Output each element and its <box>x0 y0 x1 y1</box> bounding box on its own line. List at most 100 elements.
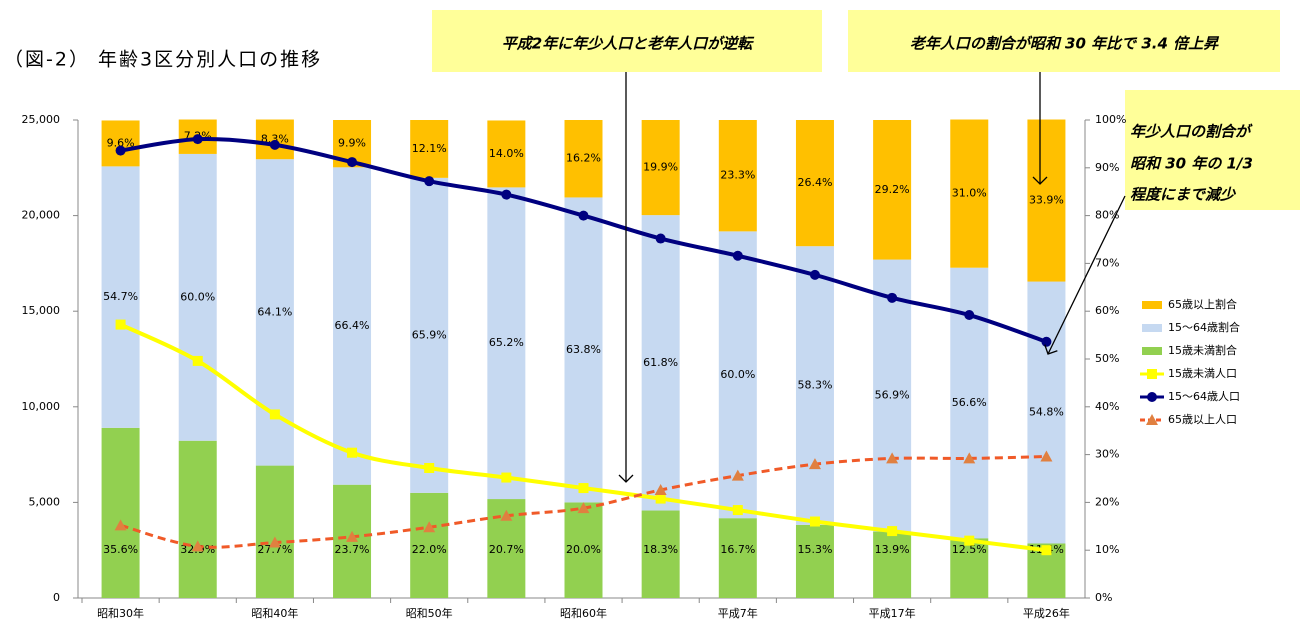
annotation-box <box>432 10 822 72</box>
bar-segment <box>410 492 449 598</box>
line-marker <box>964 310 975 321</box>
legend-swatch <box>1142 324 1162 332</box>
bar-segment <box>1027 281 1066 544</box>
data-label: 19.9% <box>643 161 678 174</box>
y-tick-label: 25,000 <box>22 113 61 126</box>
y-tick-label: 0 <box>53 591 60 604</box>
line-marker <box>500 509 513 521</box>
data-label: 26.4% <box>797 176 832 189</box>
bar-segment <box>487 187 526 500</box>
bar-segment <box>255 119 294 160</box>
legend-marker <box>1147 369 1157 379</box>
data-label: 12.5% <box>952 543 987 556</box>
x-tick-label: 平成7年 <box>718 606 758 620</box>
data-label: 60.0% <box>180 290 215 303</box>
data-label: 23.3% <box>720 169 755 182</box>
data-label: 58.3% <box>797 379 832 392</box>
line-marker <box>655 493 666 504</box>
line-marker <box>424 462 435 473</box>
legend-label: 65歳以上割合 <box>1168 297 1237 311</box>
bar-segment <box>487 120 526 188</box>
data-label: 35.6% <box>103 543 138 556</box>
line-marker <box>192 355 203 366</box>
bar-segment <box>795 246 834 525</box>
line-marker <box>347 447 358 458</box>
bar-segment <box>950 538 989 598</box>
data-label: 56.6% <box>952 396 987 409</box>
y2-tick-label: 100% <box>1095 113 1126 126</box>
line-marker <box>732 250 743 261</box>
annotation: 年少人口の割合が <box>1130 123 1253 141</box>
line-marker <box>269 409 280 420</box>
y-tick-label: 5,000 <box>29 495 61 508</box>
bar-segment <box>873 531 912 598</box>
line-marker <box>1041 545 1052 556</box>
data-label: 20.7% <box>489 543 524 556</box>
data-label: 14.0% <box>489 147 524 160</box>
data-label: 13.9% <box>875 543 910 556</box>
annotation: 昭和 30 年の 1/3 <box>1130 155 1253 173</box>
data-label: 54.8% <box>1029 406 1064 419</box>
data-label: 16.2% <box>566 152 601 165</box>
chart-title: （図-2） 年齢3区分別人口の推移 <box>4 49 322 71</box>
y-tick-label: 20,000 <box>22 209 61 222</box>
y2-tick-label: 40% <box>1095 400 1119 413</box>
data-label: 12.1% <box>412 142 447 155</box>
line-marker <box>115 145 126 156</box>
bar-segment <box>795 120 834 247</box>
bar-segment <box>641 120 680 216</box>
y-tick-label: 10,000 <box>22 400 61 413</box>
line-marker <box>887 292 898 303</box>
legend-marker <box>1146 414 1158 425</box>
line-marker <box>887 526 898 537</box>
line-marker <box>347 157 358 168</box>
line-marker <box>809 516 820 527</box>
bar-segment <box>718 120 757 232</box>
line-marker <box>191 540 204 552</box>
line-marker <box>501 472 512 483</box>
data-label: 63.8% <box>566 343 601 356</box>
arrow <box>1044 195 1126 355</box>
data-label: 65.9% <box>412 328 447 341</box>
data-label: 65.2% <box>489 336 524 349</box>
data-label: 61.8% <box>643 356 678 369</box>
bar-segment <box>641 215 680 511</box>
line-marker <box>346 530 359 542</box>
line-marker <box>269 139 280 150</box>
bar-segment <box>101 120 140 167</box>
bar-segment <box>873 120 912 260</box>
line-marker <box>501 189 512 200</box>
data-label: 60.0% <box>720 368 755 381</box>
bar-segment <box>101 166 140 428</box>
legend-label: 15歳未満人口 <box>1168 367 1237 380</box>
data-label: 56.9% <box>875 389 910 402</box>
bar-segment <box>564 502 603 598</box>
legend-label: 65歳以上人口 <box>1168 413 1237 426</box>
data-label: 9.6% <box>107 136 135 149</box>
y2-tick-label: 0% <box>1095 591 1112 604</box>
x-tick-label: 平成26年 <box>1023 606 1070 620</box>
y-tick-label: 15,000 <box>22 304 61 317</box>
annotation: 平成2年に年少人口と老年人口が逆転 <box>502 35 755 53</box>
legend-label: 15～64歳人口 <box>1168 390 1240 403</box>
bar-segment <box>178 153 217 441</box>
y2-tick-label: 10% <box>1095 543 1119 556</box>
data-label: 18.3% <box>643 543 678 556</box>
bar-segment <box>795 524 834 598</box>
data-label: 66.4% <box>335 319 370 332</box>
x-tick-label: 平成17年 <box>869 606 916 620</box>
x-tick-label: 昭和40年 <box>251 606 298 620</box>
x-tick-label: 昭和50年 <box>406 606 453 620</box>
annotation: 老年人口の割合が昭和 30 年比で 3.4 倍上昇 <box>910 35 1220 53</box>
line-marker <box>192 134 203 145</box>
legend-swatch <box>1142 301 1162 309</box>
line-marker <box>1040 450 1053 462</box>
data-label: 64.1% <box>257 305 292 318</box>
line-marker <box>1041 336 1052 347</box>
legend-swatch <box>1142 347 1162 355</box>
annotation-box <box>848 10 1280 72</box>
data-label: 29.2% <box>875 183 910 196</box>
y2-tick-label: 50% <box>1095 352 1119 365</box>
bar-segment <box>564 120 603 198</box>
